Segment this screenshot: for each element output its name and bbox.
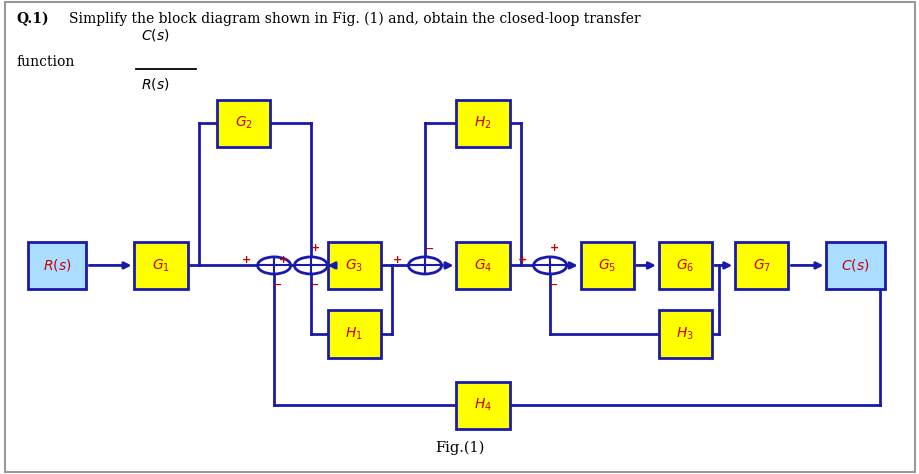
Text: $H_4$: $H_4$ — [473, 397, 492, 413]
FancyBboxPatch shape — [327, 310, 380, 358]
FancyBboxPatch shape — [580, 242, 633, 289]
FancyBboxPatch shape — [327, 242, 380, 289]
Text: $R(s)$: $R(s)$ — [43, 257, 71, 273]
Text: $G_5$: $G_5$ — [597, 257, 616, 273]
Text: $H_3$: $H_3$ — [675, 326, 694, 342]
Text: $C(s)$: $C(s)$ — [841, 257, 868, 273]
FancyBboxPatch shape — [456, 100, 509, 147]
Text: +: + — [242, 255, 251, 265]
Text: Simplify the block diagram shown in Fig. (1) and, obtain the closed-loop transfe: Simplify the block diagram shown in Fig.… — [69, 12, 640, 26]
FancyBboxPatch shape — [134, 242, 187, 289]
FancyBboxPatch shape — [5, 2, 914, 472]
FancyBboxPatch shape — [658, 310, 711, 358]
Text: Q.1): Q.1) — [17, 12, 49, 26]
FancyBboxPatch shape — [825, 242, 884, 289]
Text: $G_3$: $G_3$ — [345, 257, 363, 273]
Text: +: + — [311, 243, 320, 254]
FancyBboxPatch shape — [217, 100, 270, 147]
Text: −: − — [273, 279, 282, 290]
FancyBboxPatch shape — [734, 242, 788, 289]
Text: +: + — [550, 243, 559, 254]
Text: −: − — [310, 279, 319, 290]
Text: $G_1$: $G_1$ — [152, 257, 170, 273]
Text: $H_2$: $H_2$ — [473, 115, 492, 131]
Text: +: + — [392, 255, 402, 265]
FancyBboxPatch shape — [28, 242, 86, 289]
Text: $G_6$: $G_6$ — [675, 257, 694, 273]
Circle shape — [533, 257, 566, 274]
Text: $G_4$: $G_4$ — [473, 257, 492, 273]
FancyBboxPatch shape — [456, 382, 509, 429]
Circle shape — [294, 257, 327, 274]
FancyBboxPatch shape — [658, 242, 711, 289]
FancyBboxPatch shape — [456, 242, 509, 289]
Text: −: − — [425, 243, 434, 254]
Text: +: + — [517, 255, 527, 265]
Text: function: function — [17, 55, 74, 69]
Text: $G_2$: $G_2$ — [234, 115, 253, 131]
Text: Fig.(1): Fig.(1) — [435, 441, 484, 455]
Circle shape — [257, 257, 290, 274]
Text: $C(s)$: $C(s)$ — [141, 27, 169, 43]
Text: +: + — [278, 255, 288, 265]
Text: −: − — [549, 279, 558, 290]
Text: $H_1$: $H_1$ — [345, 326, 363, 342]
Text: $R(s)$: $R(s)$ — [141, 76, 169, 92]
Circle shape — [408, 257, 441, 274]
Text: $G_7$: $G_7$ — [752, 257, 770, 273]
